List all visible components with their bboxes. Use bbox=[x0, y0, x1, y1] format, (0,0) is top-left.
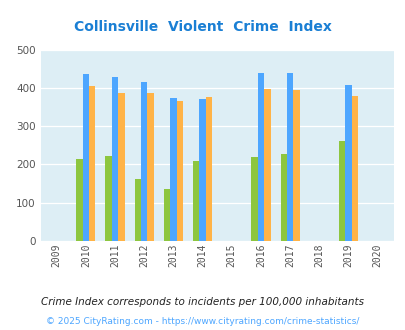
Bar bbox=[105, 156, 111, 241]
Bar bbox=[192, 160, 199, 241]
Bar bbox=[147, 93, 153, 241]
Legend: Collinsville, Illinois, National: Collinsville, Illinois, National bbox=[78, 327, 355, 330]
Bar bbox=[141, 82, 147, 241]
Bar bbox=[111, 77, 118, 241]
Bar bbox=[257, 73, 264, 241]
Bar bbox=[293, 90, 299, 241]
Bar bbox=[338, 141, 345, 241]
Bar bbox=[199, 99, 205, 241]
Bar bbox=[118, 93, 124, 241]
Bar bbox=[345, 85, 351, 241]
Bar bbox=[176, 101, 183, 241]
Text: © 2025 CityRating.com - https://www.cityrating.com/crime-statistics/: © 2025 CityRating.com - https://www.city… bbox=[46, 317, 359, 326]
Bar bbox=[286, 73, 293, 241]
Bar bbox=[351, 96, 357, 241]
Bar bbox=[76, 159, 83, 241]
Bar bbox=[264, 89, 270, 241]
Text: Collinsville  Violent  Crime  Index: Collinsville Violent Crime Index bbox=[74, 20, 331, 34]
Bar bbox=[163, 189, 170, 241]
Bar bbox=[205, 97, 212, 241]
Bar bbox=[134, 179, 141, 241]
Bar bbox=[89, 86, 95, 241]
Bar bbox=[280, 154, 286, 241]
Bar bbox=[251, 157, 257, 241]
Bar bbox=[170, 98, 176, 241]
Text: Crime Index corresponds to incidents per 100,000 inhabitants: Crime Index corresponds to incidents per… bbox=[41, 297, 364, 307]
Bar bbox=[83, 74, 89, 241]
